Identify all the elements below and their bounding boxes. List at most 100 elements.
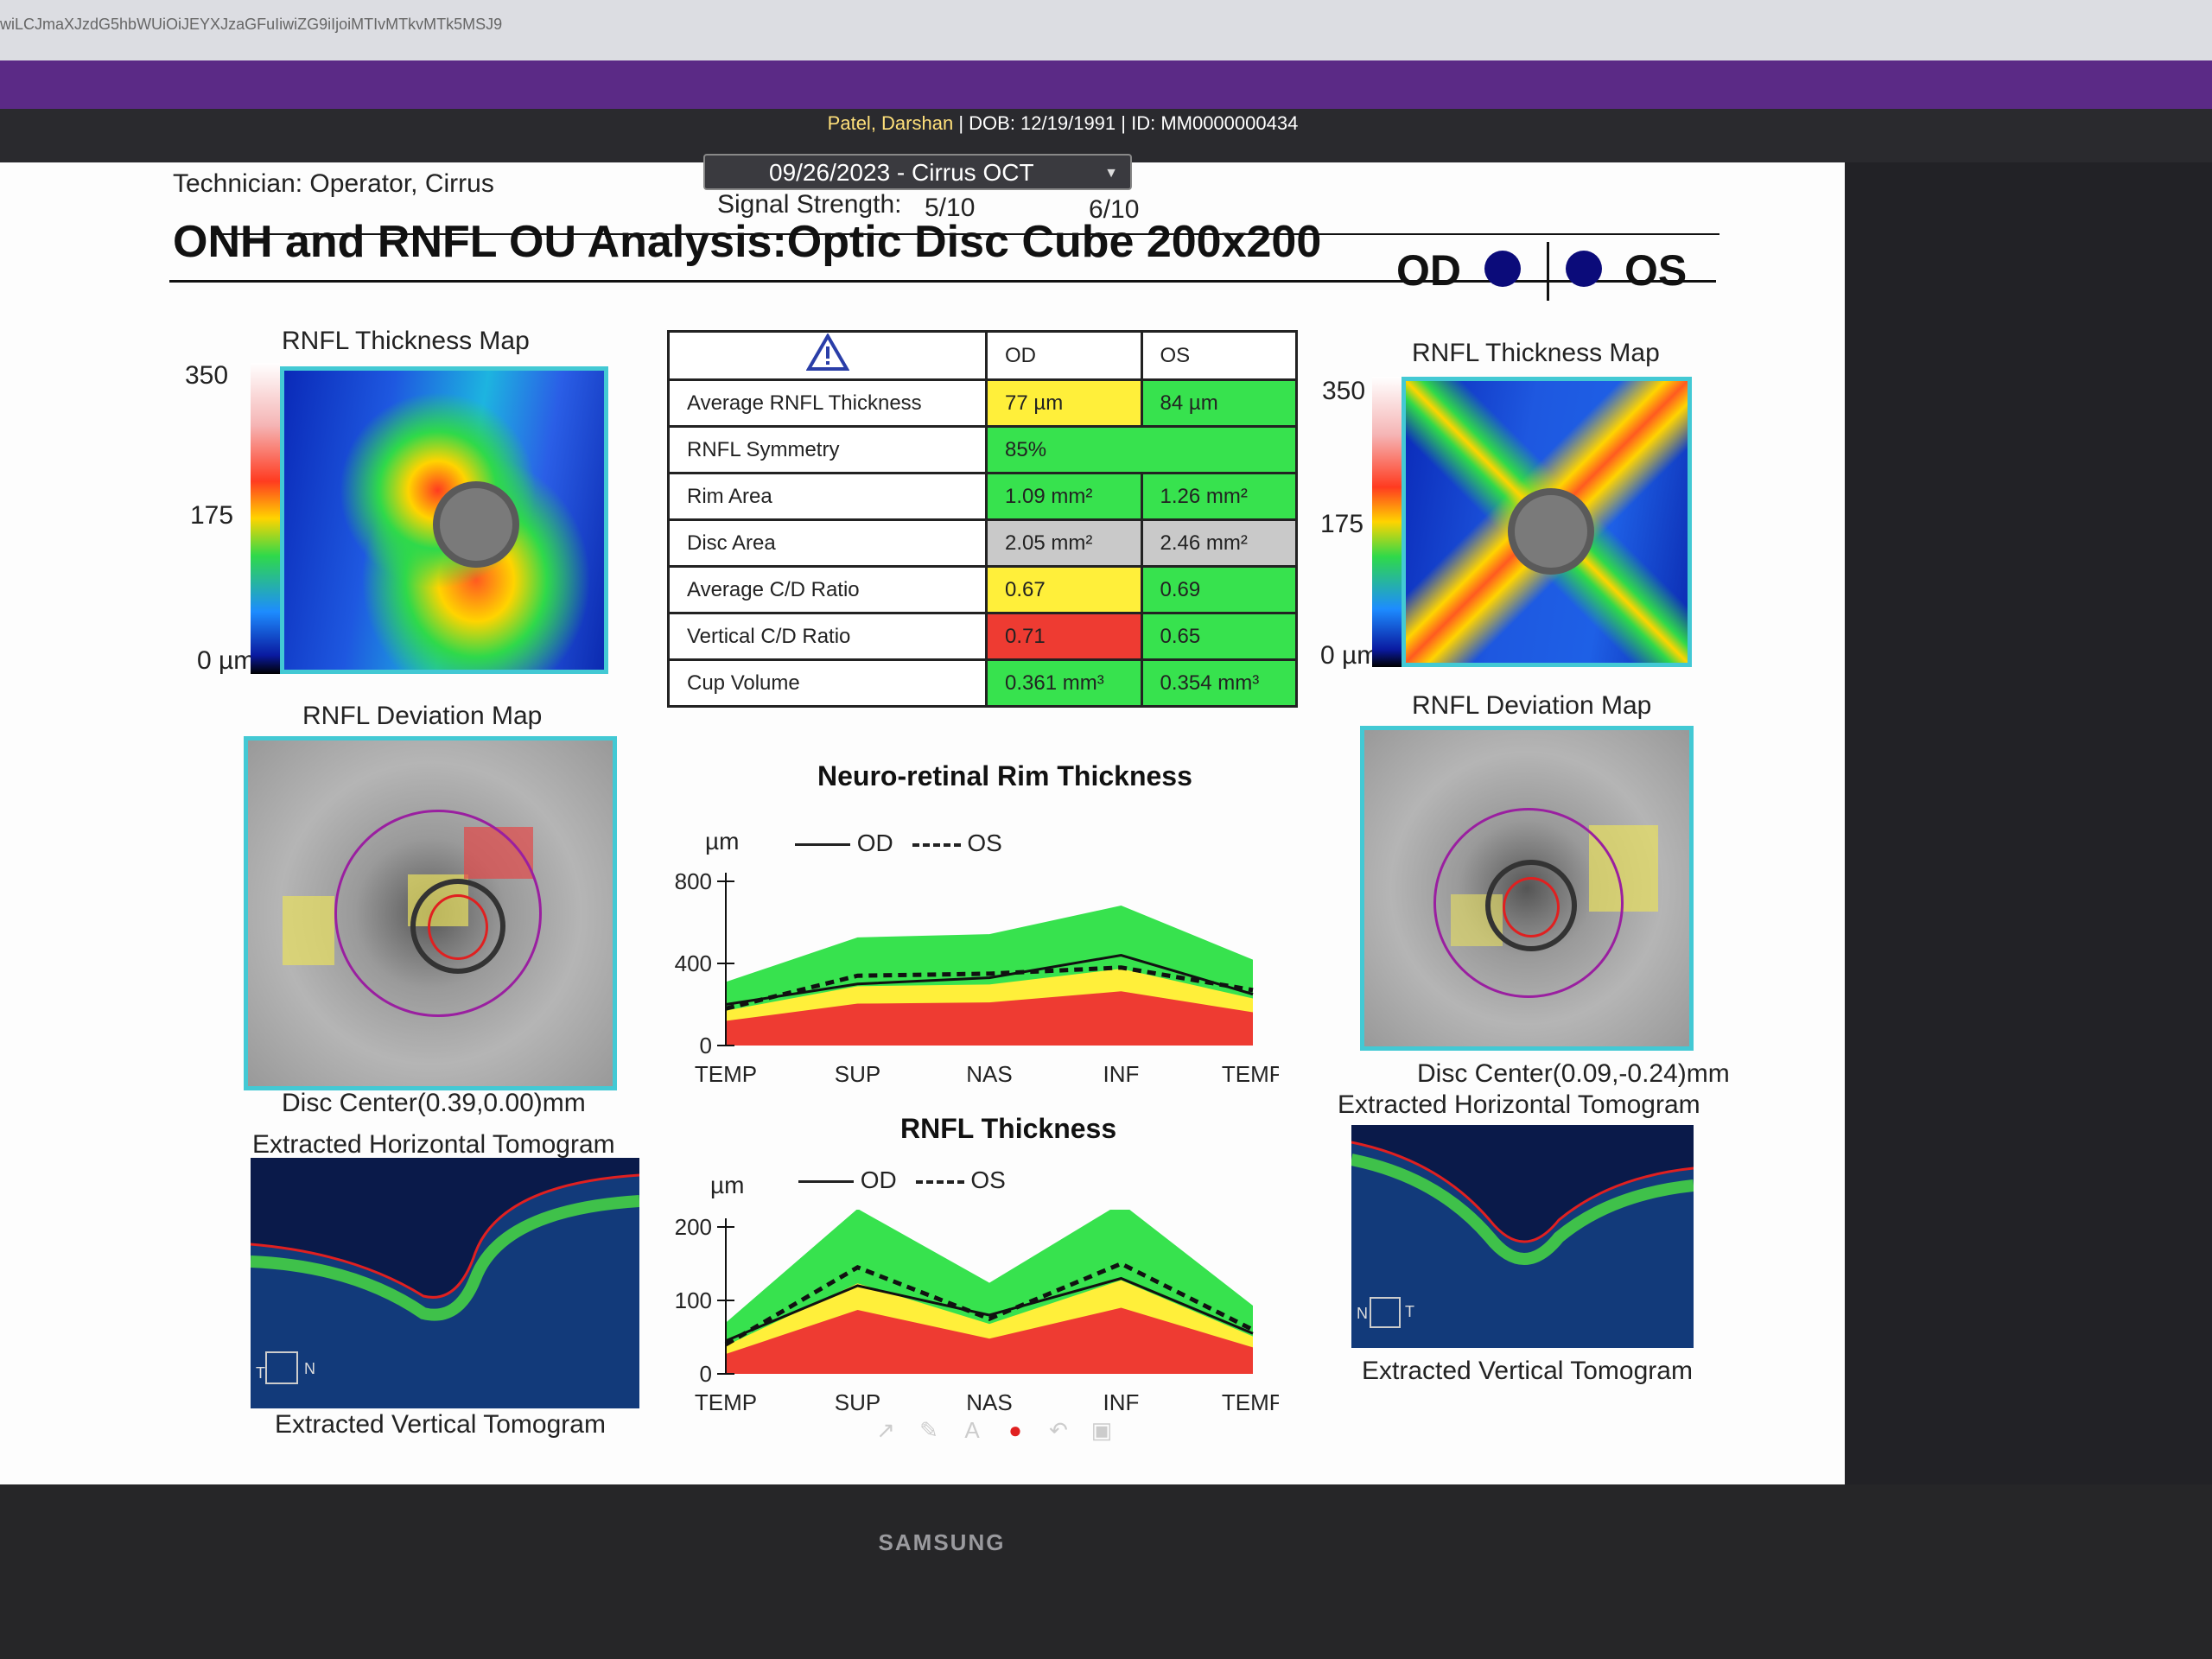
row-name: Disc Area (667, 518, 988, 568)
pen-icon[interactable]: ✎ (919, 1417, 938, 1443)
table-row: Average RNFL Thickness 77 µm 84 µm (667, 378, 1298, 428)
x-tick-label: TEMP (695, 1389, 757, 1415)
rnfl-metrics-table: OD OS Average RNFL Thickness 77 µm 84 µm… (667, 330, 1298, 708)
optic-disc (1508, 488, 1594, 575)
table-row: Vertical C/D Ratio 0.71 0.65 (667, 612, 1298, 661)
tomo-left-letter: N (1357, 1305, 1368, 1322)
row-os-value: 0.65 (1140, 612, 1298, 661)
row-name: RNFL Symmetry (667, 425, 988, 474)
chart2-ylabel: µm (710, 1172, 745, 1198)
ilm-line (251, 1173, 639, 1299)
patient-details: | DOB: 12/19/1991 | ID: MM0000000434 (953, 112, 1299, 134)
table-row: Cup Volume 0.361 mm³ 0.354 mm³ (667, 658, 1298, 708)
row-od-value: 77 µm (985, 378, 1143, 428)
rnfl-layer (1351, 1154, 1694, 1265)
legend-os: OS (967, 830, 1002, 856)
series-od-line (725, 1276, 1254, 1343)
series-os-line (724, 1261, 1255, 1347)
x-tick-label: SUP (835, 1389, 880, 1415)
row-os-value: 2.46 mm² (1140, 518, 1298, 568)
row-os-value: 0.354 mm³ (1140, 658, 1298, 708)
y-tick-label: 100 (675, 1287, 712, 1313)
table-row: Rim Area 1.09 mm² 1.26 mm² (667, 472, 1298, 521)
row-name: Cup Volume (667, 658, 988, 708)
outside-band (726, 991, 1253, 1046)
x-tick-label: INF (1103, 1389, 1140, 1415)
row-both-value: 85% (985, 425, 1298, 474)
series-od-line (725, 953, 1254, 1006)
orientation-icon (1370, 1297, 1401, 1328)
left-color-scale (251, 363, 280, 674)
url-text: wiLCJmaXJzdG5hbWUiOiJEYXJzaGFuIiwiZG9iIj… (0, 16, 503, 33)
left-scale-top: 350 (185, 361, 229, 390)
scan-circle (334, 810, 542, 1017)
right-horizontal-title: Extracted Horizontal Tomogram (1338, 1090, 1700, 1119)
row-os-value: 0.69 (1140, 565, 1298, 614)
row-os-value: 1.26 mm² (1140, 472, 1298, 521)
od-label: OD (1396, 246, 1461, 295)
row-od-value: 0.71 (985, 612, 1143, 661)
x-tick-label: TEMP (1222, 1389, 1279, 1415)
legend-os: OS (970, 1166, 1006, 1193)
row-name: Average RNFL Thickness (667, 378, 988, 428)
right-deviation-title: RNFL Deviation Map (1412, 691, 1652, 720)
row-od-value: 0.67 (985, 565, 1143, 614)
left-thickness-title: RNFL Thickness Map (282, 327, 530, 355)
visit-select[interactable]: 09/26/2023 - Cirrus OCT ▼ (703, 154, 1132, 190)
disc-outline (410, 879, 505, 974)
viewer-background (1845, 162, 2212, 1484)
chart1-title: Neuro-retinal Rim Thickness (817, 760, 1192, 791)
x-tick-label: NAS (966, 1061, 1012, 1087)
report-title: ONH and RNFL OU Analysis:Optic Disc Cube… (173, 217, 1322, 267)
app-header-bar (0, 60, 2212, 109)
warning-triangle-icon (805, 333, 849, 371)
title-rule (169, 280, 1716, 283)
right-scale-top: 350 (1322, 377, 1366, 405)
row-name: Vertical C/D Ratio (667, 612, 988, 661)
chart2-legend: OD OS (798, 1166, 1006, 1194)
annotation-toolbar: ↗ ✎ A ● ↶ ▣ (864, 1417, 1158, 1460)
scan-circle (1433, 808, 1624, 998)
signal-strength-od: 5/10 (925, 194, 976, 222)
y-tick-label: 0 (700, 1361, 712, 1387)
rnfl-layer (251, 1195, 639, 1321)
left-scale-mid: 175 (190, 501, 234, 530)
x-tick-label: INF (1103, 1061, 1140, 1087)
right-horizontal-tomogram: N T (1351, 1125, 1694, 1348)
chart1-legend: OD OS (795, 830, 1002, 857)
undo-icon[interactable]: ↶ (1049, 1417, 1068, 1443)
record-icon[interactable]: ● (1008, 1417, 1022, 1443)
ilm-line (1351, 1141, 1694, 1243)
save-icon[interactable]: ▣ (1090, 1417, 1113, 1443)
tomo-left-letter: T (256, 1364, 265, 1382)
monitor-bezel (0, 1484, 2212, 1659)
left-scale-bot: 0 µm (197, 646, 256, 675)
row-od-value: 0.361 mm³ (985, 658, 1143, 708)
left-horizontal-title: Extracted Horizontal Tomogram (252, 1130, 615, 1159)
chart1-ylabel: µm (705, 828, 740, 855)
deviation-patch (283, 896, 334, 965)
arrow-icon[interactable]: ↗ (876, 1417, 895, 1443)
table-row: Average C/D Ratio 0.67 0.69 (667, 565, 1298, 614)
right-disc-center: Disc Center(0.09,-0.24)mm (1417, 1059, 1730, 1088)
legend-od: OD (856, 830, 893, 856)
right-thickness-title: RNFL Thickness Map (1412, 339, 1660, 367)
right-deviation-map (1360, 726, 1694, 1051)
os-dot-icon (1566, 251, 1602, 287)
rim-thickness-chart: 800 400 0 TEMP SUP NAS INF TEMP (675, 868, 1279, 1087)
monitor-brand: SAMSUNG (878, 1529, 1006, 1555)
col-os-header: OS (1140, 330, 1298, 381)
tomo-right-letter: N (304, 1360, 315, 1377)
outside-band (726, 1307, 1253, 1374)
row-od-value: 1.09 mm² (985, 472, 1143, 521)
warning-cell (667, 330, 988, 381)
table-header-row: OD OS (667, 330, 1298, 381)
os-dashed-line-icon (915, 1179, 964, 1184)
cup-outline (1503, 877, 1560, 938)
left-disc-center: Disc Center(0.39,0.00)mm (282, 1089, 586, 1117)
address-bar[interactable]: wiLCJmaXJzdG5hbWUiOiJEYXJzaGFuIiwiZG9iIj… (0, 0, 2212, 60)
eye-divider (1547, 242, 1549, 301)
x-tick-label: NAS (966, 1389, 1012, 1415)
text-icon[interactable]: A (964, 1417, 980, 1443)
